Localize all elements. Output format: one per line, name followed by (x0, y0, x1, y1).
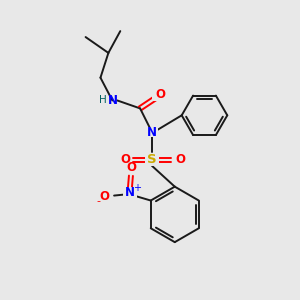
Text: +: + (133, 183, 141, 193)
Text: -: - (96, 196, 100, 206)
Text: O: O (99, 190, 109, 203)
Bar (175, 155, 185, 165)
Text: N: N (125, 186, 135, 199)
Bar (145, 154, 159, 166)
Text: N: N (108, 94, 118, 107)
Bar (98, 192, 109, 202)
Bar (146, 127, 158, 137)
Text: N: N (147, 126, 157, 139)
Bar (119, 155, 129, 165)
Text: S: S (147, 153, 157, 167)
Text: O: O (126, 161, 136, 174)
Bar (123, 187, 137, 198)
Bar (152, 92, 164, 101)
Text: O: O (155, 88, 165, 101)
Text: O: O (176, 153, 186, 167)
Text: H: H (99, 95, 106, 106)
Text: O: O (120, 153, 130, 167)
Bar (125, 163, 137, 173)
